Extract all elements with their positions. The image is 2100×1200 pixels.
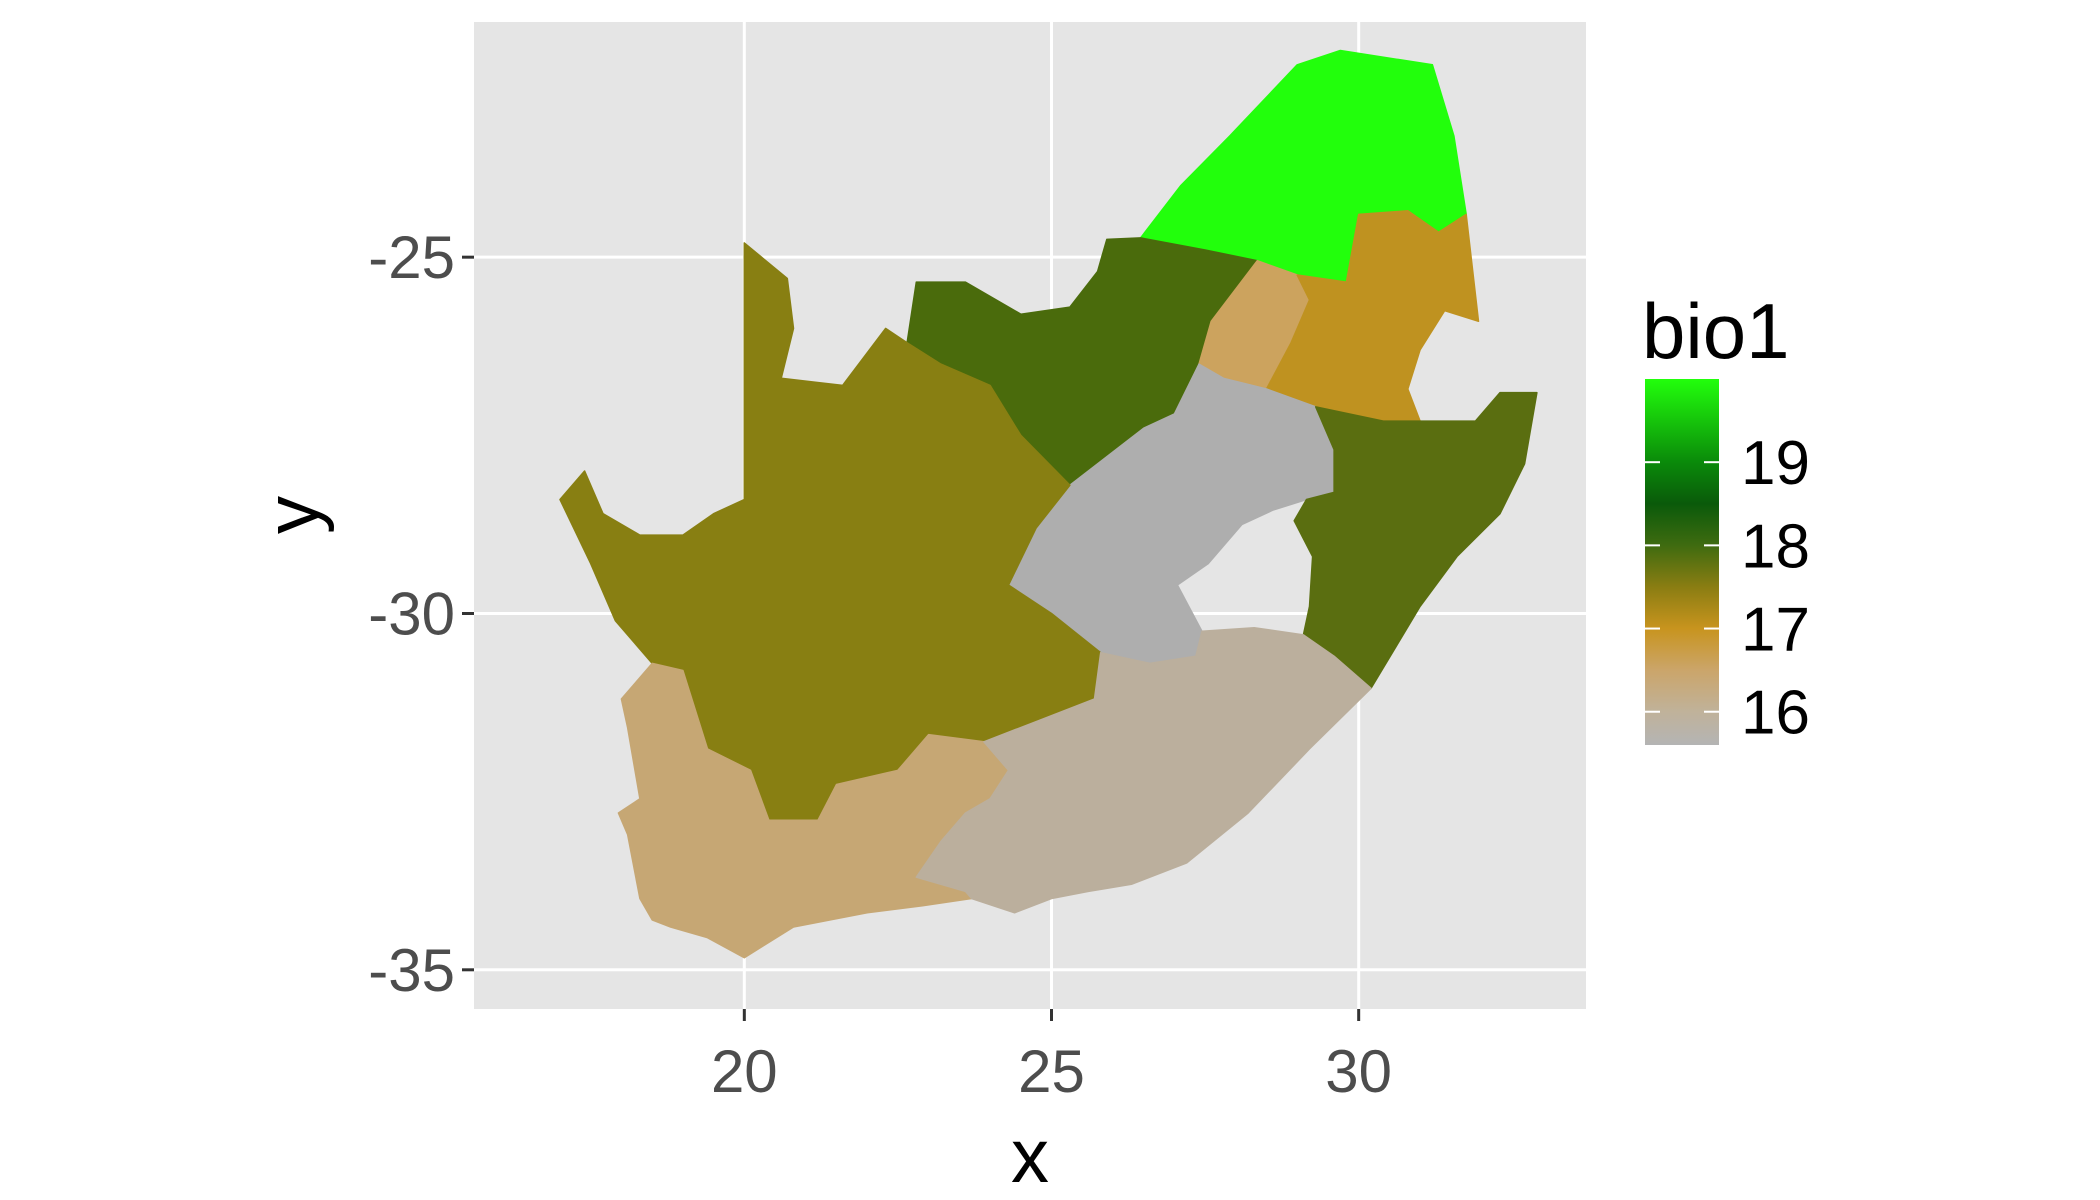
color-legend: bio1 19 18 17 16 [1642, 287, 1810, 748]
y-axis-title: y [250, 496, 335, 534]
y-tick-label: -35 [368, 937, 455, 1004]
legend-title: bio1 [1642, 287, 1789, 375]
legend-break-label: 18 [1741, 512, 1810, 581]
legend-breaks: 19 18 17 16 [1645, 429, 1810, 748]
x-axis-ticks: 20 25 30 [711, 1009, 1392, 1105]
y-axis-ticks: -25 -30 -35 [368, 224, 474, 1004]
legend-break-label: 19 [1741, 429, 1810, 498]
x-axis-title: x [1011, 1114, 1049, 1199]
x-tick-label: 30 [1325, 1038, 1392, 1105]
y-tick-label: -25 [368, 224, 455, 291]
legend-break-label: 16 [1741, 679, 1810, 748]
y-tick-label: -30 [368, 580, 455, 647]
x-tick-label: 25 [1018, 1038, 1085, 1105]
region-mpumalanga [1265, 210, 1480, 422]
region-kwazulu-natal [1293, 391, 1538, 690]
region-eastern-cape [915, 626, 1372, 914]
legend-colorbar [1645, 379, 1719, 745]
x-tick-label: 20 [711, 1038, 778, 1105]
legend-break-label: 17 [1741, 596, 1810, 665]
province-regions [559, 49, 1538, 959]
